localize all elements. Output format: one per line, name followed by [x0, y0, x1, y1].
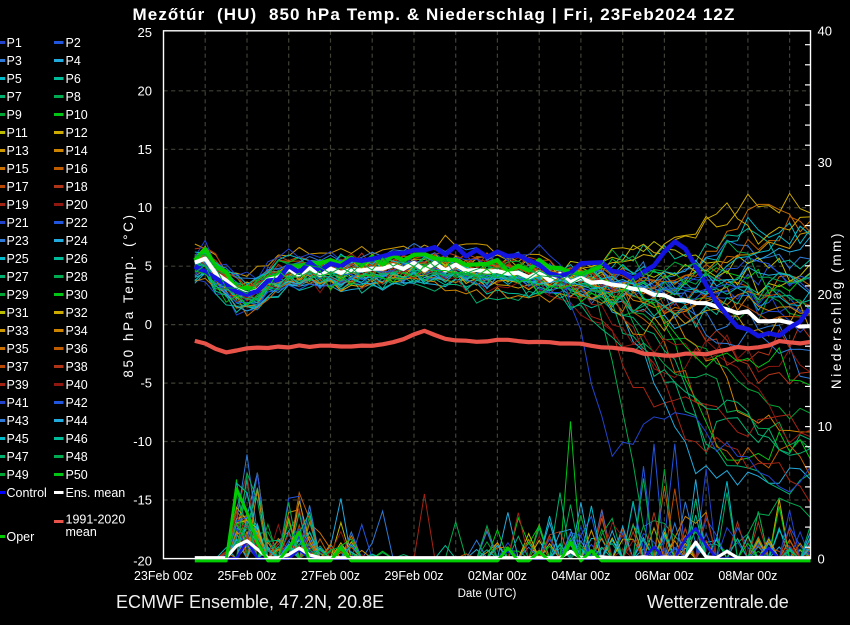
svg-text:P15: P15 — [7, 162, 29, 176]
svg-text:P20: P20 — [66, 198, 88, 212]
svg-text:P21: P21 — [7, 216, 29, 230]
svg-text:P40: P40 — [66, 378, 88, 392]
svg-text:P5: P5 — [7, 72, 22, 86]
svg-text:P24: P24 — [66, 234, 88, 248]
svg-text:P26: P26 — [66, 252, 88, 266]
svg-text:P31: P31 — [7, 306, 29, 320]
svg-text:P16: P16 — [66, 162, 88, 176]
svg-text:Wetterzentrale.de: Wetterzentrale.de — [647, 592, 789, 612]
svg-text:P43: P43 — [7, 414, 29, 428]
svg-text:23Feb 00z: 23Feb 00z — [134, 569, 193, 583]
svg-text:-10: -10 — [133, 434, 152, 449]
svg-text:10: 10 — [818, 419, 832, 434]
svg-text:P32: P32 — [66, 306, 88, 320]
svg-text:-5: -5 — [140, 376, 152, 391]
svg-text:20: 20 — [138, 83, 152, 98]
svg-text:Ens. mean: Ens. mean — [66, 486, 126, 500]
svg-text:P6: P6 — [66, 72, 81, 86]
svg-text:5: 5 — [145, 259, 152, 274]
svg-text:P38: P38 — [66, 360, 88, 374]
svg-text:04Mar 00z: 04Mar 00z — [551, 569, 610, 583]
svg-text:P34: P34 — [66, 324, 88, 338]
svg-text:P46: P46 — [66, 432, 88, 446]
svg-text:P29: P29 — [7, 288, 29, 302]
svg-text:P14: P14 — [66, 144, 88, 158]
svg-text:P3: P3 — [7, 54, 22, 68]
svg-text:P18: P18 — [66, 180, 88, 194]
svg-text:P35: P35 — [7, 342, 29, 356]
svg-text:15: 15 — [138, 142, 152, 157]
svg-text:0: 0 — [818, 552, 825, 567]
svg-text:25: 25 — [138, 25, 152, 40]
svg-text:P25: P25 — [7, 252, 29, 266]
svg-text:P48: P48 — [66, 450, 88, 464]
svg-text:Mezőtúr (HU) 850 hPa Temp. &: Mezőtúr (HU) 850 hPa Temp. & Niederschla… — [133, 5, 736, 24]
svg-text:P50: P50 — [66, 468, 88, 482]
svg-text:ECMWF Ensemble, 47.2N, 20.8E: ECMWF Ensemble, 47.2N, 20.8E — [116, 592, 384, 612]
svg-text:10: 10 — [138, 200, 152, 215]
svg-text:Control: Control — [7, 486, 47, 500]
svg-text:Date (UTC): Date (UTC) — [458, 588, 517, 600]
svg-text:P30: P30 — [66, 288, 88, 302]
svg-text:06Mar 00z: 06Mar 00z — [635, 569, 694, 583]
svg-text:Niederschlag (mm): Niederschlag (mm) — [829, 231, 844, 389]
svg-text:P27: P27 — [7, 270, 29, 284]
svg-text:P17: P17 — [7, 180, 29, 194]
svg-text:20: 20 — [818, 287, 832, 302]
svg-text:P8: P8 — [66, 90, 81, 104]
svg-text:Oper: Oper — [7, 530, 35, 544]
svg-text:P9: P9 — [7, 108, 22, 122]
svg-text:0: 0 — [145, 317, 152, 332]
svg-text:P45: P45 — [7, 432, 29, 446]
svg-text:P23: P23 — [7, 234, 29, 248]
svg-text:P49: P49 — [7, 468, 29, 482]
svg-text:-15: -15 — [133, 493, 152, 508]
svg-text:1991-2020: 1991-2020 — [66, 513, 126, 527]
svg-text:P7: P7 — [7, 90, 22, 104]
svg-text:P12: P12 — [66, 126, 88, 140]
svg-text:P22: P22 — [66, 216, 88, 230]
svg-text:850 hPa Temp. (°C): 850 hPa Temp. (°C) — [121, 212, 136, 377]
svg-text:P13: P13 — [7, 144, 29, 158]
svg-text:P33: P33 — [7, 324, 29, 338]
svg-text:P11: P11 — [7, 126, 28, 140]
svg-text:P41: P41 — [7, 396, 29, 410]
svg-text:P28: P28 — [66, 270, 88, 284]
svg-text:02Mar 00z: 02Mar 00z — [468, 569, 527, 583]
svg-text:P36: P36 — [66, 342, 88, 356]
svg-text:P2: P2 — [66, 36, 81, 50]
svg-text:P10: P10 — [66, 108, 88, 122]
svg-text:mean: mean — [66, 525, 97, 539]
svg-text:P1: P1 — [7, 36, 22, 50]
svg-text:08Mar 00z: 08Mar 00z — [718, 569, 777, 583]
svg-text:P47: P47 — [7, 450, 29, 464]
svg-text:P19: P19 — [7, 198, 29, 212]
svg-text:27Feb 00z: 27Feb 00z — [301, 569, 360, 583]
svg-text:P42: P42 — [66, 396, 88, 410]
svg-text:P39: P39 — [7, 378, 29, 392]
svg-text:25Feb 00z: 25Feb 00z — [217, 569, 276, 583]
svg-text:40: 40 — [818, 23, 832, 38]
svg-text:-20: -20 — [133, 553, 152, 568]
svg-text:P44: P44 — [66, 414, 88, 428]
svg-text:30: 30 — [818, 155, 832, 170]
svg-text:P37: P37 — [7, 360, 29, 374]
svg-text:P4: P4 — [66, 54, 81, 68]
svg-text:29Feb 00z: 29Feb 00z — [384, 569, 443, 583]
